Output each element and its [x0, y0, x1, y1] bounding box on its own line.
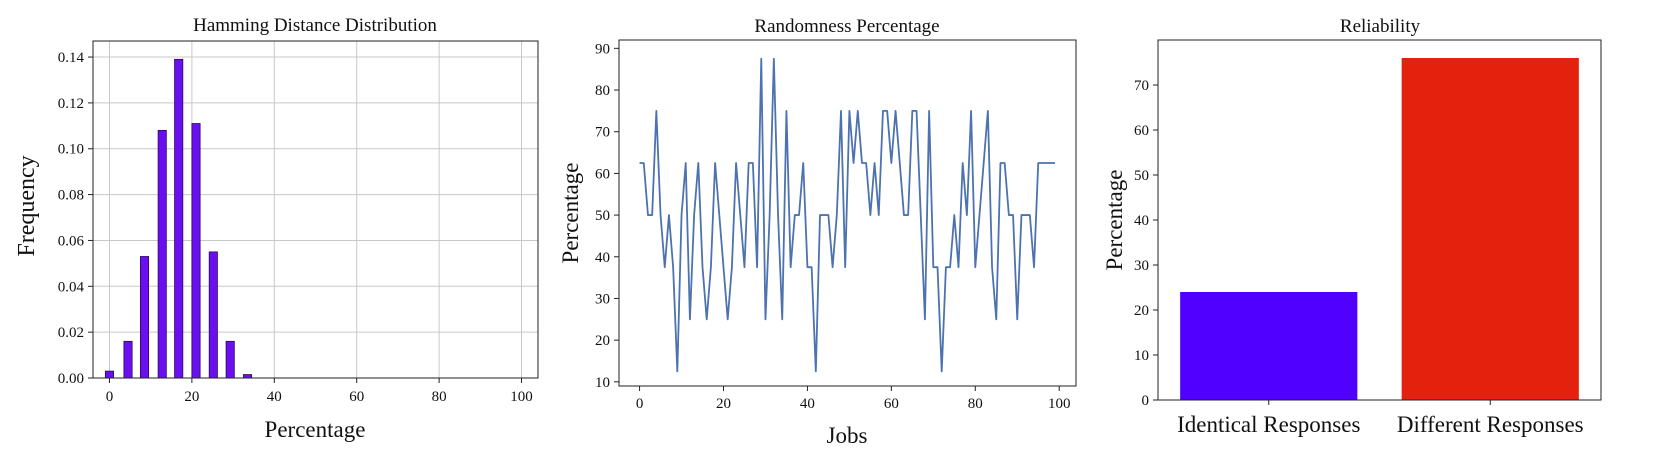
y-tick-label: 10: [1134, 348, 1149, 364]
chart-title: Randomness Percentage: [754, 16, 939, 37]
series-line: [639, 57, 1056, 373]
y-tick-label: 0.00: [58, 371, 84, 387]
x-tick-label: Identical Responses: [1177, 412, 1360, 437]
x-tick-label: 0: [106, 389, 114, 405]
y-axis-label: Percentage: [558, 163, 583, 264]
hamming-distance-chart: Hamming Distance Distribution Frequency …: [14, 15, 539, 442]
bar: [1401, 58, 1579, 400]
x-tick-label: 100: [510, 389, 533, 405]
x-tick-label: Different Responses: [1397, 412, 1584, 437]
bar: [225, 340, 235, 379]
y-tick-label: 20: [595, 333, 610, 349]
y-tick-label: 0.02: [58, 325, 84, 341]
bar: [104, 370, 115, 379]
plot-frame: [92, 40, 539, 379]
y-tick-label: 0.12: [58, 96, 84, 112]
bar: [139, 256, 150, 379]
x-tick-label: 100: [1048, 396, 1071, 412]
y-tick-label: 60: [595, 166, 610, 182]
y-tick-label: 40: [595, 250, 610, 266]
line-series: [639, 57, 1056, 373]
y-tick-label: 70: [1134, 78, 1149, 94]
y-tick-label: 50: [595, 208, 610, 224]
x-axis-label: Percentage: [265, 417, 366, 442]
x-tick-label: 60: [884, 396, 899, 412]
y-tick-label: 60: [1134, 123, 1149, 139]
bar: [123, 340, 133, 379]
x-tick-label: 40: [800, 396, 815, 412]
chart-title: Reliability: [1340, 16, 1421, 37]
bar: [1180, 292, 1358, 400]
bar: [191, 123, 201, 379]
bar: [208, 251, 218, 379]
x-tick-label: 20: [716, 396, 731, 412]
x-tick-label: 20: [184, 389, 199, 405]
x-tick-label: 80: [968, 396, 983, 412]
y-tick-label: 70: [595, 125, 610, 141]
y-tick-label: 0.10: [58, 142, 84, 158]
x-tick-label: 0: [636, 396, 644, 412]
y-tick-label: 90: [595, 41, 610, 57]
y-tick-label: 0.06: [58, 233, 85, 249]
x-axis-label: Jobs: [827, 423, 868, 448]
y-axis-label: Frequency: [14, 155, 40, 256]
bar-series: [104, 58, 253, 379]
axis-ticks: 0 20 40 60 80 100 10 20 30 40 50 60 70 80 90: [595, 41, 1070, 412]
plot-frame: [618, 39, 1077, 387]
y-tick-label: 10: [595, 375, 610, 391]
y-tick-label: 50: [1134, 168, 1149, 184]
y-tick-label: 30: [1134, 258, 1149, 274]
bar: [157, 130, 167, 379]
y-tick-label: 20: [1134, 303, 1149, 319]
plot-frame: [1157, 39, 1602, 401]
axis-ticks: Identical Responses Different Responses 0 1…: [1134, 78, 1584, 437]
chart-title: Hamming Distance Distribution: [193, 15, 437, 36]
y-tick-label: 80: [595, 83, 610, 99]
randomness-chart: Randomness Percentage Percentage Jobs 0 2…: [558, 16, 1077, 448]
y-tick-label: 0.04: [58, 279, 85, 295]
y-tick-label: 0.08: [58, 188, 84, 204]
y-axis-label: Percentage: [1102, 170, 1127, 271]
y-tick-label: 40: [1134, 213, 1149, 229]
bar: [242, 374, 253, 379]
x-tick-label: 60: [349, 389, 364, 405]
x-tick-label: 80: [432, 389, 447, 405]
bar: [174, 58, 184, 379]
y-tick-label: 0.14: [58, 50, 85, 66]
bar-series: [1180, 58, 1579, 400]
grid-lines: [93, 41, 538, 379]
y-tick-label: 30: [595, 291, 610, 307]
y-tick-label: 0: [1142, 393, 1150, 409]
x-tick-label: 40: [267, 389, 282, 405]
axis-ticks: 0 20 40 60 80 100 0.00 0.02 0.04 0.06 0.08 0.10 0.12…: [58, 50, 533, 405]
reliability-chart: Reliability Percentage Identical Respons…: [1102, 16, 1602, 437]
